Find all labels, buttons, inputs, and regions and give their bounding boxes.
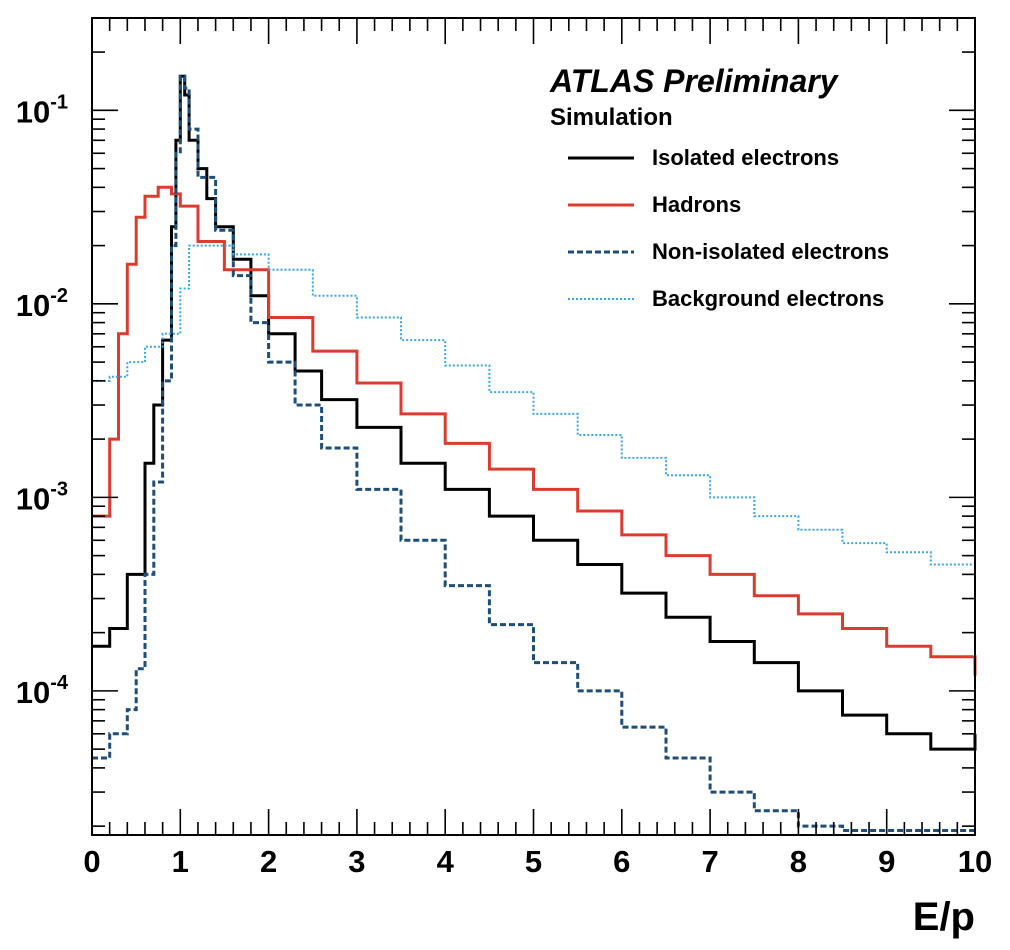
x-tick-label: 5 [525,844,542,879]
x-tick-label: 1 [172,844,189,879]
y-tick-label: 10-1 [16,91,68,129]
series-line-2 [92,74,975,832]
annotation-subtitle: Simulation [550,104,673,131]
x-tick-label: 4 [437,844,455,879]
legend-label-3: Background electrons [652,286,884,311]
series-layer [92,74,977,832]
legend-label-0: Isolated electrons [652,145,839,170]
y-tick-label: 10-3 [16,478,68,516]
x-tick-label: 2 [260,844,277,879]
x-tick-label: 7 [701,844,718,879]
x-tick-label: 0 [83,844,100,879]
y-tick-label: 10-2 [16,285,68,323]
y-tick-label: 10-4 [16,672,69,710]
legend-label-1: Hadrons [652,192,741,217]
x-tick-label: 8 [790,844,807,879]
annotation-title: ATLAS Preliminary [549,63,840,99]
x-tick-label: 10 [958,844,992,879]
legend: Isolated electrons Hadrons Non-isolated el… [568,145,889,311]
legend-label-2: Non-isolated electrons [652,239,889,264]
x-tick-label: 9 [878,844,895,879]
series-line-1 [92,185,977,676]
x-tick-label: 3 [348,844,365,879]
x-tick-label: 6 [613,844,630,879]
ticks-layer: 0 1 2 3 4 5 6 7 8 9 10 10-1 10-2 10-3 10-4 [16,18,992,879]
series-line-3 [92,244,976,575]
x-axis-label: E/p [913,895,975,939]
